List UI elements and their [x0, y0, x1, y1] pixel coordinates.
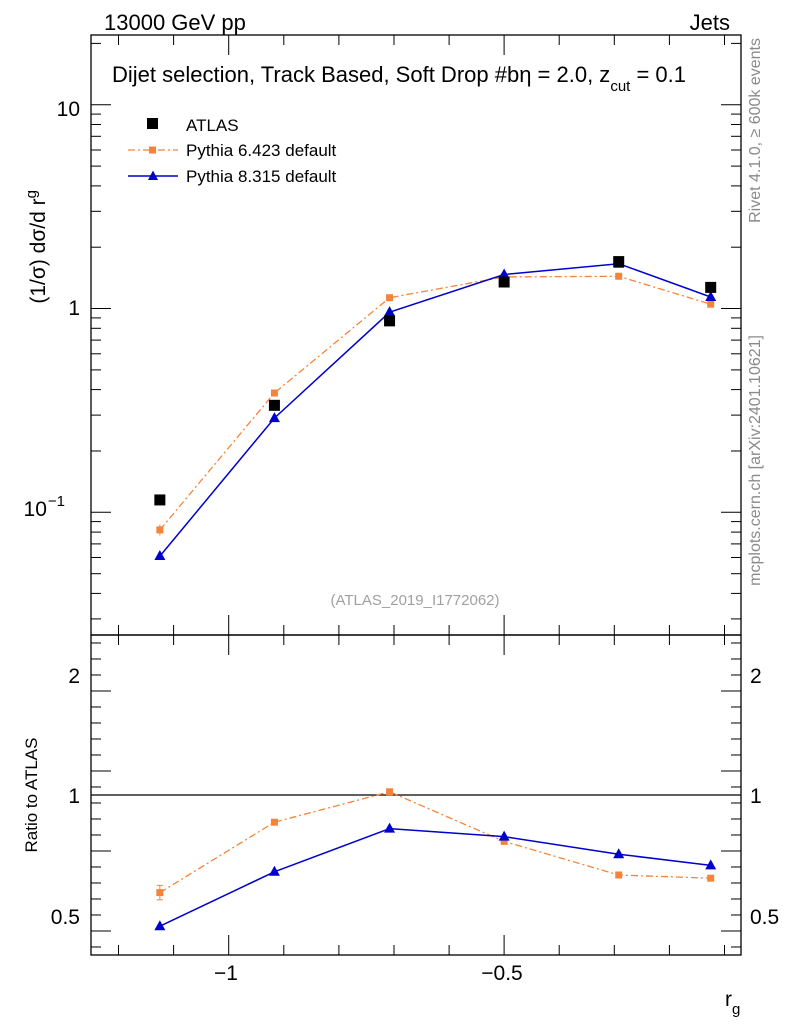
pythia6-point [615, 272, 623, 280]
pythia6-point [270, 389, 278, 397]
ratio-pythia6-point [270, 818, 278, 826]
rivet-label: Rivet 4.1.0, ≥ 600k events [747, 38, 764, 223]
ratio-pythia6-point [615, 871, 623, 879]
header-right: Jets [690, 10, 730, 35]
ratio-pythia8-point [384, 822, 396, 833]
pythia8-point [498, 268, 510, 279]
atlas-point [498, 276, 510, 288]
main-y-tick-label-1: 1 [68, 297, 80, 320]
legend: ATLAS Pythia 6.423 default Pythia 8.315 … [128, 116, 337, 186]
source-label: mcplots.cern.ch [arXiv:2401.10621] [747, 335, 764, 586]
pythia8-line [159, 262, 711, 557]
axis-ticks [91, 35, 741, 955]
legend-atlas-label: ATLAS [186, 116, 239, 135]
main-y-tick-label-0.1: 10−1 [24, 493, 65, 521]
atlas-point [705, 281, 717, 293]
x-tick-label-minus-0.5: −0.5 [481, 962, 522, 985]
pythia8-point [268, 412, 280, 423]
pythia8-point [384, 306, 396, 317]
x-axis-label: rg [725, 988, 740, 1018]
pythia8-point [705, 290, 717, 301]
pythia6-point [386, 294, 394, 302]
legend-pythia8-label: Pythia 8.315 default [186, 167, 337, 186]
atlas-point [613, 256, 625, 268]
ratio-pythia6-line [159, 791, 711, 894]
legend-pythia6-marker [149, 146, 156, 154]
ratio-pythia6-point [707, 874, 715, 882]
pythia6-point [156, 526, 164, 534]
atlas-point [268, 399, 280, 411]
ratio-y-tick-label-1-right: 1 [750, 785, 762, 808]
legend-pythia8-marker [148, 170, 158, 180]
main-y-tick-label-10: 10 [57, 98, 80, 121]
ratio-y-tick-label-1-left: 1 [68, 785, 80, 808]
ratio-pythia8-point [154, 920, 166, 931]
analysis-watermark: (ATLAS_2019_I1772062) [330, 592, 499, 609]
ratio-pythia8-point [268, 865, 280, 876]
legend-atlas-marker [147, 118, 158, 129]
main-plot-series [154, 256, 717, 561]
main-plot-title: Dijet selection, Track Based, Soft Drop … [112, 62, 686, 95]
pythia8-point [154, 550, 166, 561]
atlas-point [154, 494, 166, 506]
ratio-y-tick-label-2-left: 2 [68, 665, 80, 688]
legend-pythia6-label: Pythia 6.423 default [186, 141, 337, 160]
ratio-pythia6-point [156, 889, 164, 897]
ratio-pythia8-point [498, 830, 510, 841]
header-left: 13000 GeV pp [104, 10, 246, 35]
pythia6-line [159, 275, 711, 531]
ratio-y-tick-label-2-right: 2 [750, 665, 762, 688]
ratio-pythia8-point [705, 859, 717, 870]
atlas-point [384, 315, 396, 327]
ratio-pythia8-line [159, 827, 711, 927]
ratio-plot-series [154, 788, 717, 931]
ratio-y-tick-label-0.5-left: 0.5 [51, 906, 80, 929]
ratio-pythia6-point [500, 837, 508, 845]
ratio-y-tick-label-0.5-right: 0.5 [750, 906, 779, 929]
ratio-pythia8-point [613, 848, 625, 859]
main-y-axis-label: (1/σ) dσ/d rg [23, 190, 50, 304]
pythia6-point [707, 300, 715, 308]
ratio-y-axis-label: Ratio to ATLAS [22, 738, 41, 853]
ratio-pythia6-point [386, 788, 394, 796]
x-tick-label-minus-1: −1 [214, 962, 238, 985]
